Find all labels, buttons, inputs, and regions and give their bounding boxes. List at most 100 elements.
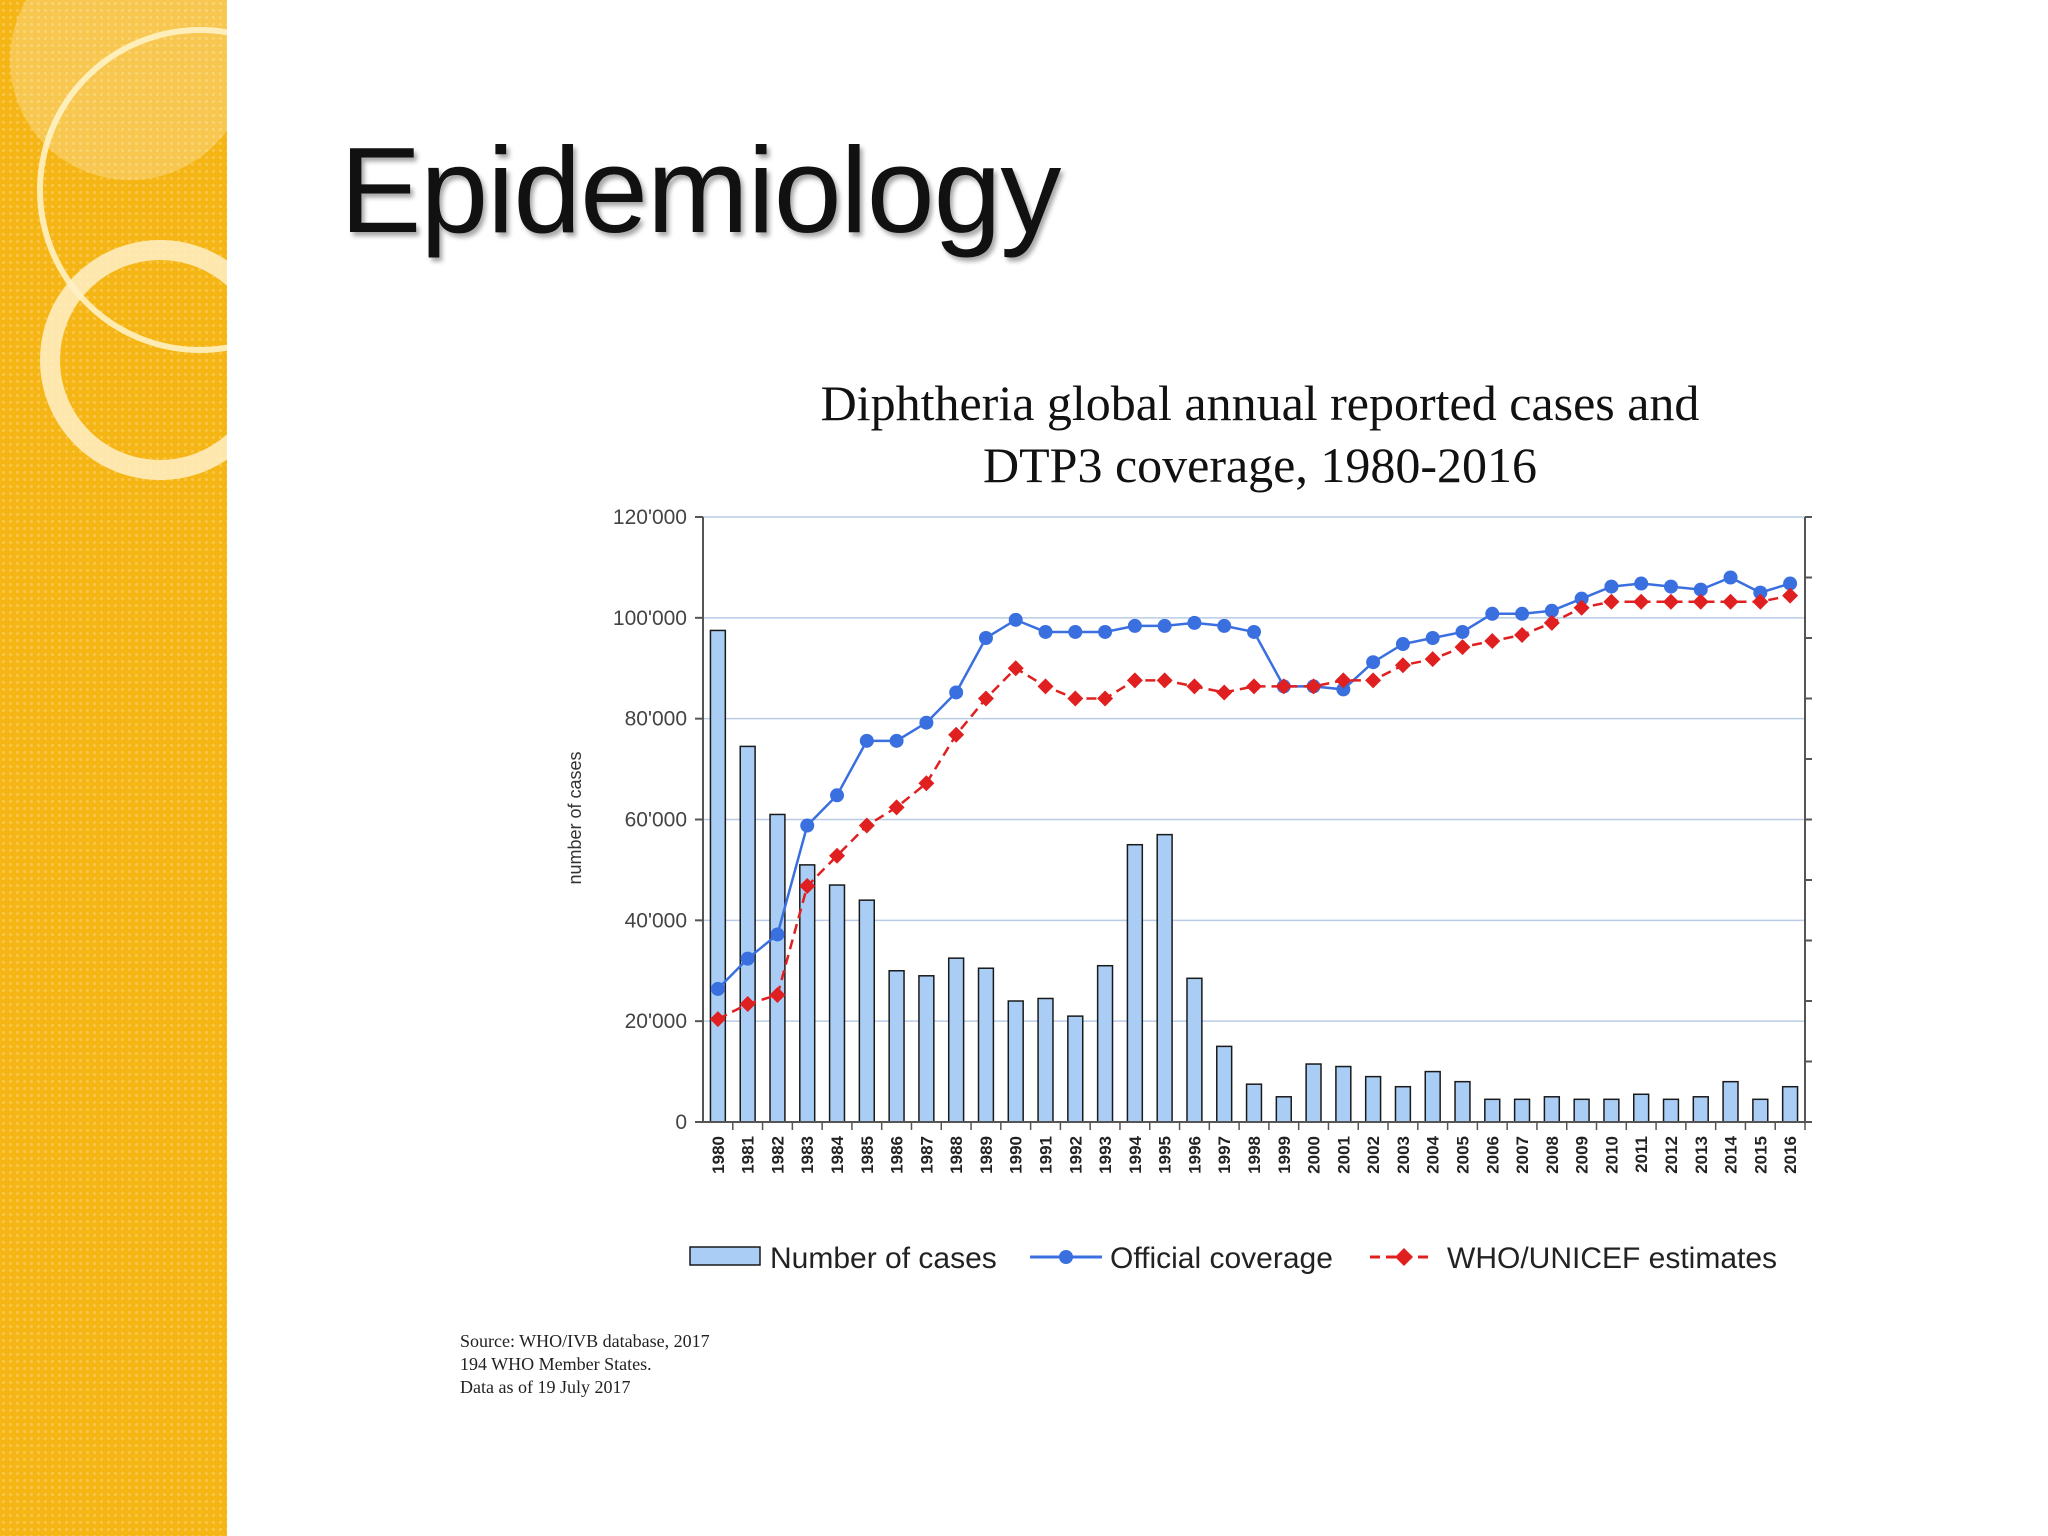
- x-tick-label-2004: 2004: [1424, 1135, 1443, 1173]
- estimate-point-2001: [1335, 672, 1352, 689]
- bar-1983: [799, 864, 816, 1123]
- x-tick-label-2009: 2009: [1573, 1136, 1592, 1174]
- official-point-1981: [740, 951, 755, 966]
- official-point-1995: [1157, 618, 1172, 633]
- bar-1987: [918, 975, 935, 1123]
- decorative-circles: [10, 0, 227, 480]
- official-point-1994: [1127, 618, 1142, 633]
- x-tick-label-1982: 1982: [768, 1136, 787, 1174]
- estimate-point-2007: [1514, 626, 1531, 643]
- right-ticks: [1805, 516, 1812, 1123]
- bar-1995: [1156, 833, 1173, 1123]
- bar-2001: [1335, 1065, 1352, 1123]
- chart-title-line-2: DTP3 coverage, 1980-2016: [982, 437, 1538, 493]
- estimate-point-1987: [918, 775, 935, 792]
- x-tick-label-1990: 1990: [1007, 1136, 1026, 1174]
- estimate-point-1981: [739, 996, 756, 1013]
- x-tick-label-1989: 1989: [977, 1136, 996, 1174]
- x-tick-label-1997: 1997: [1215, 1136, 1234, 1174]
- circle-marker-icon: [1059, 1250, 1073, 1264]
- legend-bar-swatch: [689, 1246, 761, 1266]
- x-tick-label-2008: 2008: [1543, 1136, 1562, 1174]
- x-tick-label-1985: 1985: [858, 1136, 877, 1174]
- bar-1996: [1186, 977, 1203, 1123]
- bar-1998: [1245, 1083, 1263, 1123]
- official-point-2013: [1693, 582, 1708, 597]
- x-tick-label-1992: 1992: [1066, 1136, 1085, 1174]
- decor-ring-small: [40, 240, 227, 480]
- gridlines: [703, 516, 1805, 1022]
- x-tick-label-2000: 2000: [1305, 1136, 1324, 1174]
- source-note: Source: WHO/IVB database, 2017 194 WHO M…: [460, 1330, 710, 1399]
- official-point-1989: [978, 631, 993, 645]
- estimate-point-1995: [1156, 672, 1173, 689]
- official-point-2009: [1574, 591, 1589, 606]
- x-tick-label-2001: 2001: [1334, 1136, 1353, 1174]
- estimate-point-1988: [948, 726, 965, 743]
- chart-title-line-1: Diphtheria global annual reported cases …: [820, 375, 1700, 431]
- official-point-2010: [1604, 579, 1619, 594]
- bar-2011: [1632, 1093, 1650, 1123]
- official-point-1998: [1247, 624, 1261, 639]
- estimate-point-1989: [977, 690, 994, 707]
- x-tick-label-2013: 2013: [1692, 1136, 1711, 1174]
- official-point-2007: [1515, 606, 1530, 621]
- bar-1989: [977, 967, 995, 1123]
- official-point-1990: [1008, 612, 1023, 627]
- bar-2015: [1752, 1098, 1769, 1123]
- x-tick-label-1980: 1980: [709, 1136, 728, 1174]
- source-line-1: Source: WHO/IVB database, 2017: [460, 1331, 710, 1351]
- x-tick-label-2011: 2011: [1632, 1136, 1651, 1173]
- estimate-point-2013: [1692, 593, 1709, 610]
- official-point-1993: [1098, 624, 1113, 639]
- x-tick-label-2003: 2003: [1394, 1136, 1413, 1174]
- official-point-2003: [1395, 637, 1410, 652]
- estimate-point-2010: [1603, 593, 1620, 610]
- bar-1988: [947, 957, 965, 1123]
- official-point-2008: [1544, 603, 1559, 618]
- estimate-point-1999: [1275, 678, 1292, 695]
- bar-2003: [1394, 1085, 1412, 1123]
- x-tick-label-1996: 1996: [1185, 1136, 1204, 1174]
- y-tick-label: 80'000: [625, 708, 687, 731]
- official-point-1985: [859, 733, 874, 748]
- estimate-point-2009: [1573, 599, 1590, 616]
- estimate-point-1990: [1007, 660, 1024, 677]
- estimate-point-2012: [1662, 593, 1679, 610]
- y-ticks: 0 20'000 40'000 60'000 80'000 100'000 120'000: [613, 506, 703, 1134]
- estimate-point-2008: [1543, 614, 1560, 631]
- decor-disc: [10, 0, 227, 180]
- y-tick-label: 120'000: [613, 506, 687, 529]
- bar-1981: [739, 745, 756, 1123]
- official-point-2012: [1663, 579, 1678, 594]
- bar-2010: [1603, 1098, 1620, 1123]
- bar-2016: [1781, 1085, 1799, 1123]
- bar-2008: [1543, 1096, 1561, 1123]
- official-point-2006: [1485, 606, 1500, 621]
- official-point-2002: [1366, 655, 1381, 670]
- estimate-point-1986: [888, 799, 905, 816]
- estimate-point-2011: [1633, 593, 1650, 610]
- x-tick-label-1981: 1981: [739, 1136, 758, 1174]
- bar-2012: [1662, 1098, 1680, 1123]
- estimate-point-2016: [1782, 587, 1799, 604]
- x-tick-label-1998: 1998: [1245, 1136, 1264, 1174]
- official-point-1988: [949, 685, 964, 700]
- bar-2000: [1305, 1063, 1322, 1123]
- x-tick-label-2002: 2002: [1364, 1136, 1383, 1174]
- bar-1980: [709, 629, 727, 1123]
- diamond-marker-icon: [1395, 1248, 1413, 1266]
- estimate-point-2006: [1484, 633, 1501, 650]
- bar-1991: [1037, 997, 1054, 1123]
- bar-1984: [828, 884, 846, 1123]
- official-coverage-line: [717, 576, 1791, 990]
- estimate-point-1993: [1097, 690, 1114, 707]
- estimate-point-2000: [1305, 678, 1322, 695]
- official-point-1984: [830, 788, 845, 803]
- official-point-1983: [800, 818, 815, 833]
- x-tick-label-1984: 1984: [828, 1135, 847, 1173]
- x-tick-label-2010: 2010: [1602, 1136, 1621, 1174]
- legend-label-estimates: WHO/UNICEF estimates: [1447, 1242, 1777, 1275]
- who-unicef-estimates-line: [717, 594, 1791, 1021]
